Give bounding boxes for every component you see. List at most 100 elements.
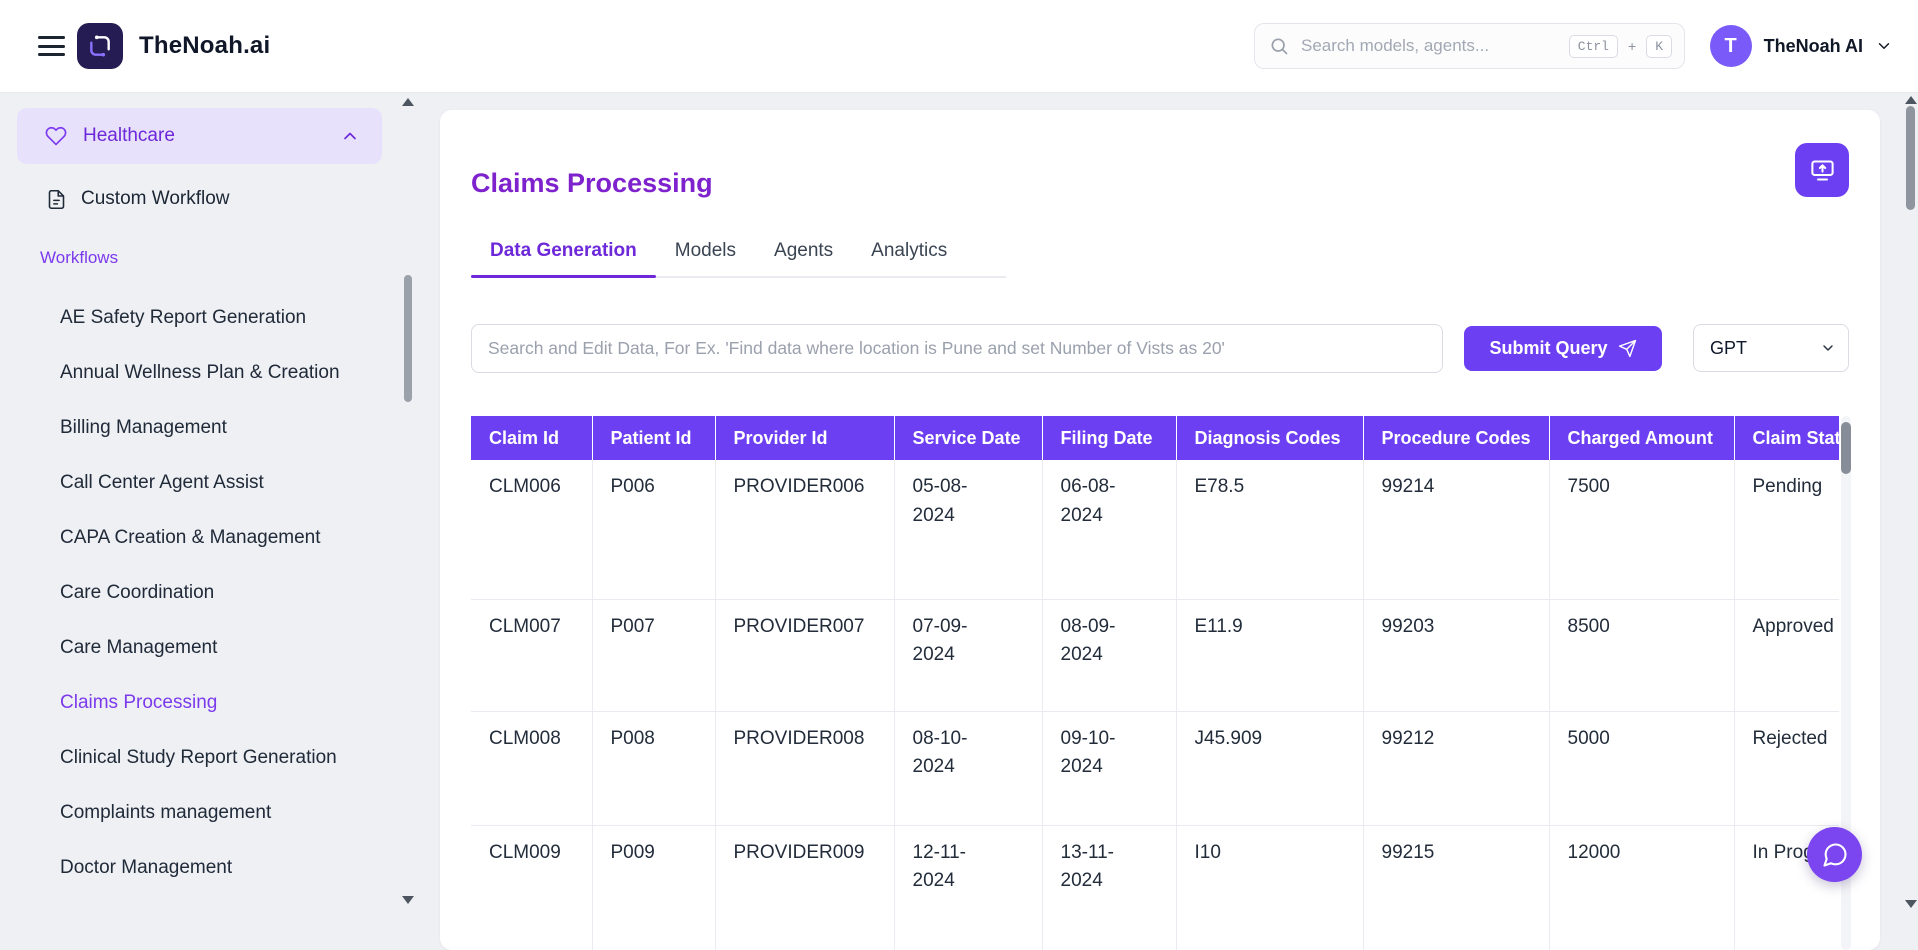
column-header-filing-date: Filing Date [1042,416,1177,460]
cell-diagnosis-codes: I10 [1176,825,1364,950]
cell-patient-id: P008 [592,711,716,826]
column-header-charged-amount: Charged Amount [1549,416,1735,460]
cell-provider-id: PROVIDER007 [715,599,895,712]
cell-patient-id: P009 [592,825,716,950]
sidebar-item-healthcare[interactable]: Healthcare [17,108,382,164]
sidebar-item-billing-management[interactable]: Billing Management [60,416,227,438]
tab-data-generation[interactable]: Data Generation [471,228,656,278]
global-search: Ctrl + K [1254,23,1685,69]
cell-service-date: 05-08-2024 [894,460,1043,600]
scroll-up-arrow[interactable] [402,98,414,106]
claims-table-clip: Claim Id Patient Id Provider Id Service Dat… [471,416,1839,950]
sidebar-item-care-coordination[interactable]: Care Coordination [60,581,215,603]
chevron-down-icon [1820,340,1836,356]
page-scroll-down-arrow[interactable] [1905,900,1917,908]
cell-provider-id: PROVIDER009 [715,825,895,950]
sidebar-item-claims-processing[interactable]: Claims Processing [60,691,218,713]
chat-bubble-icon [1821,841,1849,869]
table-row: CLM006 P006 PROVIDER006 05-08-2024 06-08-202… [471,460,1839,600]
cell-claim-id: CLM007 [471,599,593,712]
cell-diagnosis-codes: E11.9 [1176,599,1364,712]
sidebar-item-capa-creation-management[interactable]: CAPA Creation & Management [60,526,321,548]
sidebar-item-custom-workflow[interactable]: Custom Workflow [46,180,230,218]
table-header-row: Claim Id Patient Id Provider Id Service Dat… [471,416,1839,460]
table-row: CLM007 P007 PROVIDER007 07-09-2024 08-09-202… [471,599,1839,712]
column-header-procedure-codes: Procedure Codes [1363,416,1550,460]
model-selected-value: GPT [1710,337,1748,358]
custom-workflow-label: Custom Workflow [81,188,230,209]
cell-claim-status: Approved [1734,599,1839,712]
scroll-down-arrow[interactable] [402,896,414,904]
tab-bar: Data Generation Models Agents Analytics [471,228,1006,278]
cell-service-date: 07-09-2024 [894,599,1043,712]
sidebar-scrollbar-thumb[interactable] [404,275,412,402]
model-selector[interactable]: GPT [1693,324,1849,372]
brand[interactable]: TheNoah.ai [77,23,270,69]
brand-name: TheNoah.ai [139,32,271,59]
table-scrollbar [1841,416,1851,950]
page-scrollbar [1904,94,1917,910]
hamburger-menu-icon[interactable] [38,34,65,58]
page-scroll-up-arrow[interactable] [1905,96,1917,104]
cell-charged-amount: 12000 [1549,825,1735,950]
sidebar-item-clinical-study-report-generation[interactable]: Clinical Study Report Generation [60,746,337,768]
cell-charged-amount: 7500 [1549,460,1735,600]
sidebar-item-complaints-management[interactable]: Complaints management [60,801,272,823]
column-header-provider-id: Provider Id [715,416,895,460]
workflows-section-label: Workflows [40,248,119,267]
chat-assistant-button[interactable] [1807,827,1862,882]
claims-table-zone: Claim Id Patient Id Provider Id Service Dat… [471,416,1851,950]
cell-claim-id: CLM008 [471,711,593,826]
healthcare-label: Healthcare [83,125,175,146]
column-header-service-date: Service Date [894,416,1043,460]
sidebar-item-care-management[interactable]: Care Management [60,636,218,658]
page-scrollbar-thumb[interactable] [1906,106,1915,210]
k-keycap: K [1646,34,1672,58]
heart-icon [45,125,67,147]
column-header-claim-status: Claim Status [1734,416,1839,460]
tab-agents[interactable]: Agents [774,240,834,261]
chevron-down-icon [1875,37,1893,55]
table-row: CLM009 P009 PROVIDER009 12-11-2024 13-11-202… [471,825,1839,950]
cell-claim-id: CLM006 [471,460,593,600]
sidebar: Healthcare Custom Workflow Workflows AE … [0,92,422,910]
sidebar-item-call-center-agent-assist[interactable]: Call Center Agent Assist [60,471,264,493]
main-panel: Claims Processing Data Generation Models A… [440,110,1880,950]
submit-query-label: Submit Query [1489,338,1608,358]
user-menu[interactable]: T TheNoah AI [1709,25,1893,67]
cell-procedure-codes: 99203 [1363,599,1550,712]
page-title: Claims Processing [471,168,713,199]
cell-service-date: 08-10-2024 [894,711,1043,826]
data-query-input[interactable] [471,324,1443,373]
ctrl-keycap: Ctrl [1568,34,1618,58]
cell-patient-id: P007 [592,599,716,712]
workflow-list: AE Safety Report Generation Annual Wellne… [0,290,400,895]
cell-diagnosis-codes: E78.5 [1176,460,1364,600]
tab-analytics[interactable]: Analytics [871,240,948,261]
avatar: T [1709,25,1752,67]
sidebar-item-ae-safety-report-generation[interactable]: AE Safety Report Generation [60,306,307,328]
search-icon [1269,36,1289,56]
sidebar-item-doctor-management[interactable]: Doctor Management [60,856,233,878]
submit-query-button[interactable]: Submit Query [1464,326,1662,371]
table-scrollbar-thumb[interactable] [1841,422,1851,474]
cell-filing-date: 13-11-2024 [1042,825,1177,950]
sidebar-item-annual-wellness-plan-creation[interactable]: Annual Wellness Plan & Creation [60,361,340,383]
claims-table: Claim Id Patient Id Provider Id Service Dat… [471,416,1839,950]
tab-models[interactable]: Models [674,240,737,261]
present-screen-button[interactable] [1795,143,1849,197]
document-icon [46,189,67,210]
shortcut-plus: + [1628,38,1637,54]
cell-procedure-codes: 99212 [1363,711,1550,826]
top-bar: TheNoah.ai Ctrl + K T TheNoah AI [0,0,1918,93]
cell-claim-status: Rejected [1734,711,1839,826]
cell-charged-amount: 5000 [1549,711,1735,826]
chevron-up-icon [340,126,360,146]
user-name: TheNoah AI [1763,35,1863,56]
table-row: CLM008 P008 PROVIDER008 08-10-2024 09-10-202… [471,711,1839,826]
cell-charged-amount: 8500 [1549,599,1735,712]
search-input[interactable] [1299,35,1559,57]
cell-claim-id: CLM009 [471,825,593,950]
column-header-claim-id: Claim Id [471,416,593,460]
sidebar-scrollbar [402,96,414,906]
